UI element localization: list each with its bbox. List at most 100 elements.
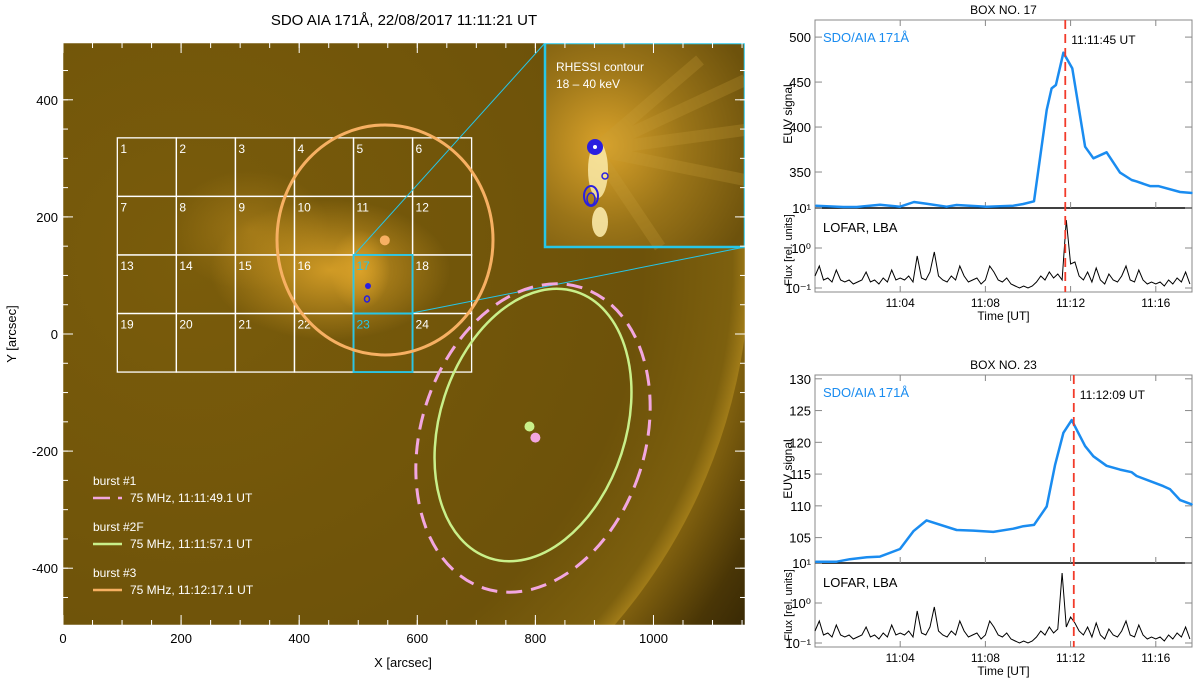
euv-data-point	[1136, 475, 1138, 477]
euv-data-point	[972, 530, 974, 532]
euv-data-point	[836, 561, 838, 563]
grid-box-number: 7	[120, 200, 127, 214]
euv-data-point	[1071, 67, 1073, 69]
grid-box-number: 9	[238, 200, 245, 214]
plot-frame	[814, 19, 1193, 293]
euv-data-point	[849, 558, 851, 560]
burst-1-contour	[414, 282, 652, 594]
y-tick-label: 400	[36, 93, 58, 108]
grid-box-number: 14	[179, 259, 193, 273]
plot-title: BOX NO. 17	[970, 3, 1037, 17]
x-tick-label: 11:16	[1141, 651, 1170, 665]
euv-data-point	[1191, 503, 1193, 506]
euv-data-point	[956, 204, 958, 206]
grid-box-number: 1	[120, 142, 127, 156]
euv-data-point	[986, 206, 988, 208]
peak-time-label: 11:12:09 UT	[1080, 388, 1146, 402]
euv-series-label: SDO/AIA 171Å	[823, 385, 909, 400]
grid-box-number: 11	[357, 200, 370, 214]
euv-series-label: SDO/AIA 171Å	[823, 30, 909, 45]
euv-data-point	[815, 205, 817, 207]
lofar-y-tick-label: 10⁰	[791, 241, 811, 256]
grid-box-number: 18	[416, 259, 430, 273]
grid-box-number: 13	[120, 259, 134, 273]
euv-data-point	[913, 201, 915, 203]
legend-label-burst-3: 75 MHz, 11:12:17.1 UT	[130, 583, 254, 597]
lofar-y-axis-label: Flux [rel. units]	[783, 214, 795, 286]
legend-label-burst-2f: 75 MHz, 11:11:57.1 UT	[130, 537, 253, 551]
euv-data-point	[899, 548, 901, 550]
euv-data-point	[1191, 192, 1193, 194]
euv-series-line	[815, 51, 1193, 209]
rhessi-contour	[601, 172, 609, 180]
y-tick-label: 200	[36, 210, 58, 225]
x-axis-label: Time [UT]	[977, 664, 1029, 678]
peak-time-label: 11:11:45 UT	[1071, 33, 1136, 47]
x-tick-label: 800	[525, 631, 547, 646]
x-tick-label: 400	[288, 631, 310, 646]
x-tick-label: 1000	[639, 631, 668, 646]
euv-data-point	[1149, 185, 1151, 187]
euv-data-point	[1105, 151, 1108, 153]
euv-data-point	[1084, 146, 1086, 148]
euv-data-point	[1119, 469, 1121, 471]
burst-3-centroid	[379, 235, 390, 246]
y-tick-label: -200	[32, 444, 58, 459]
lofar-y-tick-label: 10¹	[792, 556, 811, 571]
euv-data-point	[1136, 180, 1138, 182]
euv-data-point	[1084, 445, 1086, 447]
grid-box-number: 17	[357, 259, 371, 273]
grid-box-number: 2	[179, 142, 186, 156]
x-tick-label: 600	[406, 631, 428, 646]
euv-data-point	[1033, 524, 1035, 526]
euv-data-point	[1179, 191, 1181, 193]
x-tick-label: 11:04	[886, 296, 915, 310]
rhessi-contour-small	[363, 295, 371, 303]
grid-box-number: 10	[297, 200, 311, 214]
legend-title-burst-1: burst #1	[93, 474, 137, 488]
euv-data-point	[1062, 52, 1064, 54]
rhessi-contour-small	[365, 283, 371, 289]
euv-data-point	[1046, 505, 1048, 508]
grid-box-number: 4	[297, 142, 304, 156]
grid-box-number: 8	[179, 200, 186, 214]
euv-data-point	[1033, 200, 1035, 202]
y-tick-label: -400	[32, 561, 58, 576]
euv-data-point	[1071, 419, 1073, 421]
euv-data-point	[1022, 525, 1024, 527]
x-tick-label: 11:04	[886, 651, 915, 665]
euv-data-point	[1055, 84, 1057, 86]
euv-data-point	[992, 531, 994, 533]
x-axis-label: X [arcsec]	[374, 655, 432, 670]
euv-data-point	[866, 556, 868, 558]
euv-data-point	[912, 530, 915, 532]
legend-label-burst-1: 75 MHz, 11:11:49.1 UT	[130, 491, 253, 505]
x-tick-label: 11:12	[1056, 651, 1085, 665]
euv-data-point	[926, 519, 928, 522]
euv-data-point	[1046, 109, 1048, 111]
lofar-y-tick-label: 10⁰	[791, 596, 811, 611]
grid-box-number: 3	[238, 142, 245, 156]
x-tick-label: 11:08	[971, 296, 1000, 310]
y-tick-label: 125	[789, 404, 811, 419]
box-23-plot: BOX NO. 23 11:04 11:08 11:12 11:16 Time [UT] 1…	[781, 358, 1193, 678]
y-axis-label: EUV signal	[781, 84, 795, 143]
plot-frame	[814, 374, 1193, 648]
image-axes: 0 200 400 600 800 1000 400 200 0 -200 -400	[32, 43, 745, 646]
legend-title-burst-2f: burst #2F	[93, 520, 144, 534]
euv-data-point	[842, 206, 844, 208]
grid-box-number: 5	[357, 142, 364, 156]
y-tick-label: 0	[51, 327, 58, 342]
y-tick-label: 500	[789, 30, 811, 45]
burst-2f-centroid	[524, 421, 535, 432]
x-axis-label: Time [UT]	[977, 309, 1029, 323]
euv-data-point	[1149, 480, 1151, 482]
euv-data-point	[1051, 87, 1053, 89]
euv-data-point	[1105, 465, 1108, 467]
euv-data-point	[1131, 179, 1133, 181]
euv-data-point	[1162, 485, 1164, 487]
inset-connector-bottom	[411, 246, 745, 314]
